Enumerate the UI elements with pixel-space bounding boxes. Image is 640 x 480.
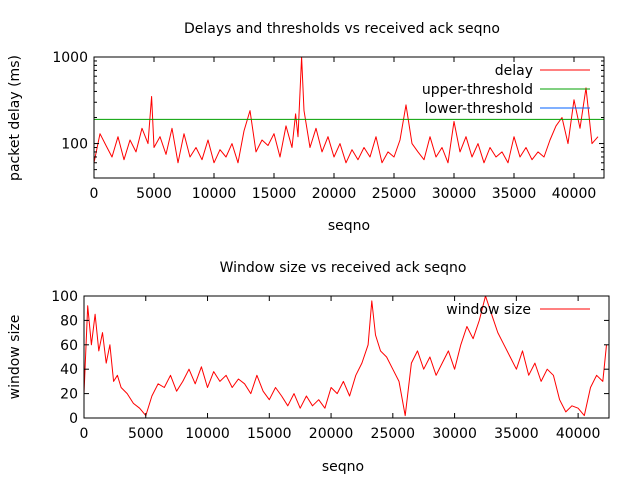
legend-label-lower-threshold: lower-threshold: [425, 101, 533, 117]
y-tick-label: 100: [61, 137, 88, 153]
window-size-chart: Window size vs received ack seqno 0 5000 1…: [7, 260, 610, 475]
x-axis-label: seqno: [322, 459, 364, 475]
y-tick-label: 100: [51, 289, 78, 305]
x-tick-label: 15000: [247, 426, 292, 442]
x-tick-label: 40000: [552, 186, 597, 202]
y-tick-label: 1000: [52, 50, 88, 66]
chart-title: Delays and thresholds vs received ack se…: [184, 21, 500, 37]
x-tick-label: 15000: [252, 186, 297, 202]
x-tick-label: 0: [90, 186, 99, 202]
y-tick-label: 40: [60, 362, 78, 378]
series-line-delay: [93, 56, 599, 164]
x-axis-label: seqno: [328, 218, 370, 234]
y-axis-ticks: 0 20 40 60 80 100: [51, 289, 609, 427]
legend-label-window-size: window size: [446, 302, 531, 318]
x-tick-label: 30000: [432, 426, 477, 442]
y-axis-ticks: 100 1000: [52, 50, 604, 179]
y-tick-label: 60: [60, 338, 78, 354]
delay-chart: Delays and thresholds vs received ack se…: [7, 21, 605, 234]
plot-frame: [83, 295, 610, 419]
y-tick-label: 20: [60, 387, 78, 403]
legend: delay upper-threshold lower-threshold: [422, 63, 590, 117]
y-axis-label: window size: [7, 315, 23, 400]
y-axis-label: packet delay (ms): [7, 55, 23, 181]
x-tick-label: 5000: [128, 426, 164, 442]
x-tick-label: 0: [80, 426, 89, 442]
x-tick-label: 25000: [371, 426, 416, 442]
x-tick-label: 25000: [372, 186, 417, 202]
y-tick-label: 80: [60, 313, 78, 329]
x-tick-label: 10000: [185, 426, 230, 442]
legend-label-delay: delay: [495, 63, 533, 79]
x-axis-ticks: 0 5000 10000 15000 20000 25000 30000 35000 40000: [90, 57, 597, 202]
series-group: [83, 295, 607, 417]
x-tick-label: 30000: [432, 186, 477, 202]
y-tick-label: 0: [69, 411, 78, 427]
legend-label-upper-threshold: upper-threshold: [422, 82, 533, 98]
series-line-window-size: [83, 295, 607, 417]
x-tick-label: 20000: [309, 426, 354, 442]
x-tick-label: 35000: [492, 186, 537, 202]
x-tick-label: 40000: [556, 426, 601, 442]
legend: window size: [446, 302, 590, 318]
x-tick-label: 10000: [192, 186, 237, 202]
x-tick-label: 20000: [312, 186, 357, 202]
x-axis-ticks: 0 5000 10000 15000 20000 25000 30000 35000 40000: [80, 296, 601, 442]
x-tick-label: 5000: [136, 186, 172, 202]
chart-title: Window size vs received ack seqno: [220, 260, 467, 276]
x-tick-label: 35000: [494, 426, 539, 442]
